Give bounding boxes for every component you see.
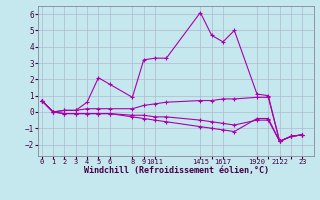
X-axis label: Windchill (Refroidissement éolien,°C): Windchill (Refroidissement éolien,°C) xyxy=(84,166,268,175)
